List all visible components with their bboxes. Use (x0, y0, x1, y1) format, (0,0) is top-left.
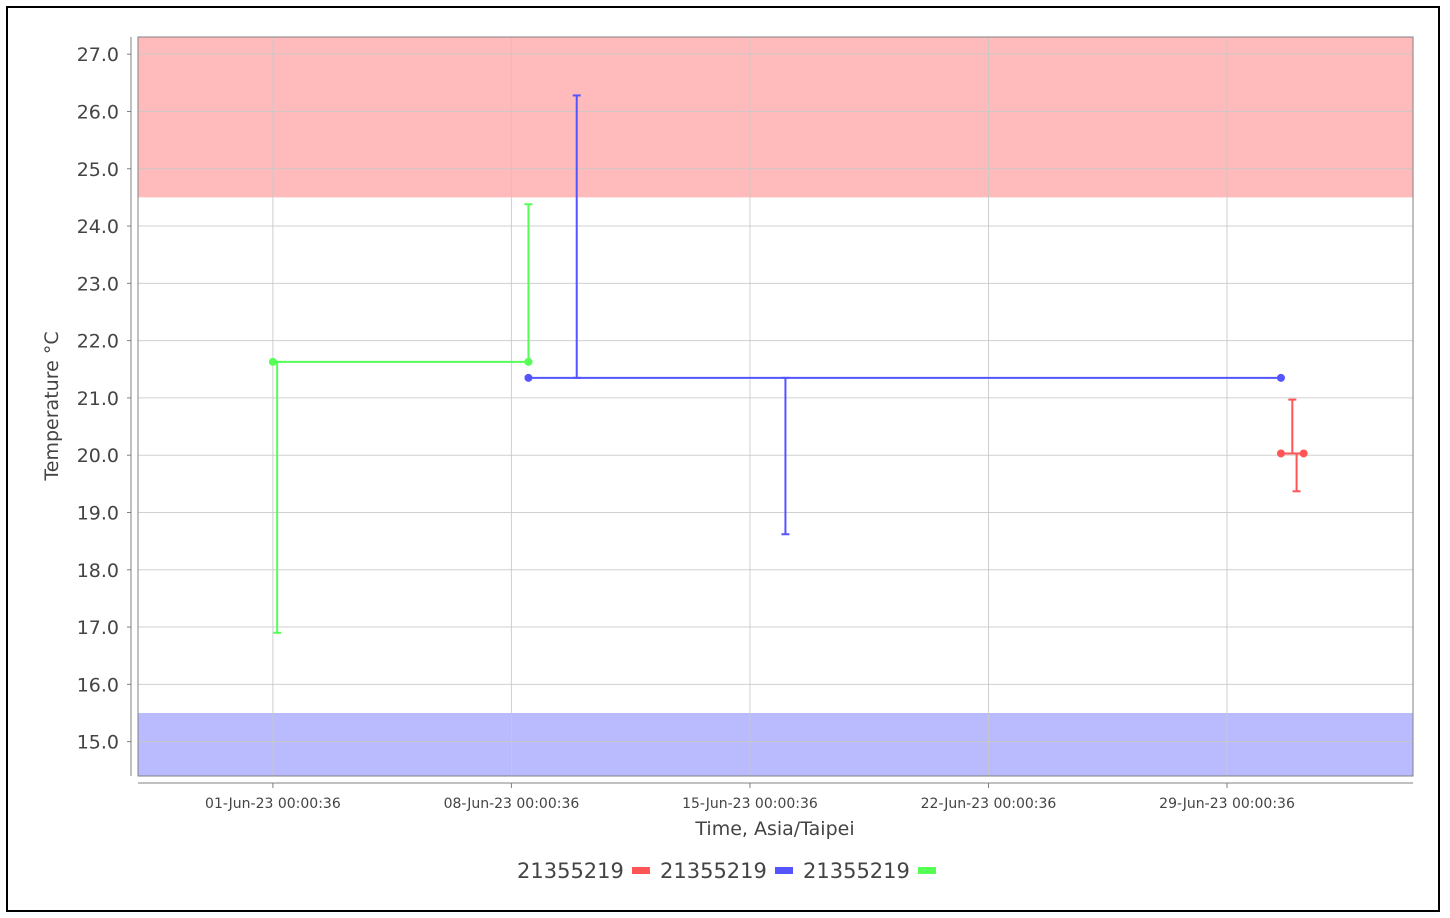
x-tick-label: 15-Jun-23 00:00:36 (682, 796, 818, 812)
y-tick-label: 20.0 (77, 445, 119, 467)
legend-swatch-2 (918, 867, 936, 874)
series-1 (524, 94, 1285, 536)
x-tick-label: 22-Jun-23 00:00:36 (921, 796, 1057, 812)
legend: 21355219 21355219 21355219 (517, 859, 936, 883)
y-tick-label: 25.0 (77, 159, 119, 181)
y-tick-label: 18.0 (77, 560, 119, 582)
x-tick-labels: 01-Jun-23 00:00:36 08-Jun-23 00:00:36 15-J… (205, 783, 1295, 812)
legend-swatch-1 (775, 867, 793, 874)
series-marks (268, 94, 1308, 634)
data-point (1276, 449, 1285, 458)
threshold-band-1 (138, 712, 1413, 776)
grid-lines (138, 37, 1413, 776)
y-tick-label: 23.0 (77, 273, 119, 295)
threshold-band-0 (138, 37, 1413, 198)
y-tick-label: 19.0 (77, 502, 119, 524)
y-tick-label: 21.0 (77, 388, 119, 410)
legend-label-0: 21355219 (517, 859, 624, 883)
x-axis-label: Time, Asia/Taipei (694, 818, 854, 840)
y-tick-label: 17.0 (77, 617, 119, 639)
threshold-bands (138, 37, 1413, 776)
legend-label-2: 21355219 (803, 859, 910, 883)
legend-label-1: 21355219 (660, 859, 767, 883)
y-axis-label: Temperature °C (41, 331, 63, 481)
x-tick-label: 08-Jun-23 00:00:36 (444, 796, 580, 812)
y-tick-label: 27.0 (77, 44, 119, 66)
series-0 (1276, 398, 1308, 493)
data-point (524, 357, 533, 366)
data-point (524, 373, 533, 382)
series-2 (268, 203, 533, 634)
y-tick-labels: 15.0 16.0 17.0 18.0 19.0 20.0 21.0 22.0 23.0 24.0… (77, 44, 131, 754)
y-tick-label: 24.0 (77, 216, 119, 238)
y-tick-label: 15.0 (77, 732, 119, 754)
data-point (1276, 373, 1285, 382)
y-tick-label: 22.0 (77, 331, 119, 353)
x-tick-label: 29-Jun-23 00:00:36 (1159, 796, 1295, 812)
y-tick-label: 26.0 (77, 101, 119, 123)
data-point (268, 357, 277, 366)
x-tick-label: 01-Jun-23 00:00:36 (205, 796, 341, 812)
y-tick-label: 16.0 (77, 674, 119, 696)
data-point (1299, 449, 1308, 458)
plot-area-border (137, 36, 1414, 777)
legend-swatch-0 (632, 867, 650, 874)
